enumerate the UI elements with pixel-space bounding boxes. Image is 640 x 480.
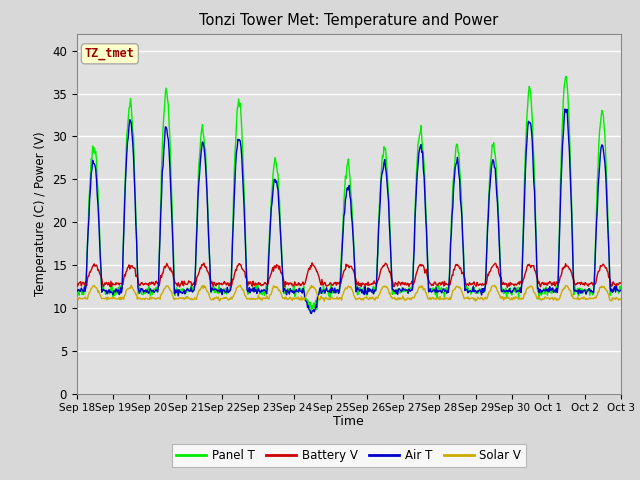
Title: Tonzi Tower Met: Temperature and Power: Tonzi Tower Met: Temperature and Power	[199, 13, 499, 28]
Legend: Panel T, Battery V, Air T, Solar V: Panel T, Battery V, Air T, Solar V	[172, 444, 526, 467]
Text: TZ_tmet: TZ_tmet	[85, 48, 135, 60]
X-axis label: Time: Time	[333, 415, 364, 428]
Y-axis label: Temperature (C) / Power (V): Temperature (C) / Power (V)	[34, 132, 47, 296]
